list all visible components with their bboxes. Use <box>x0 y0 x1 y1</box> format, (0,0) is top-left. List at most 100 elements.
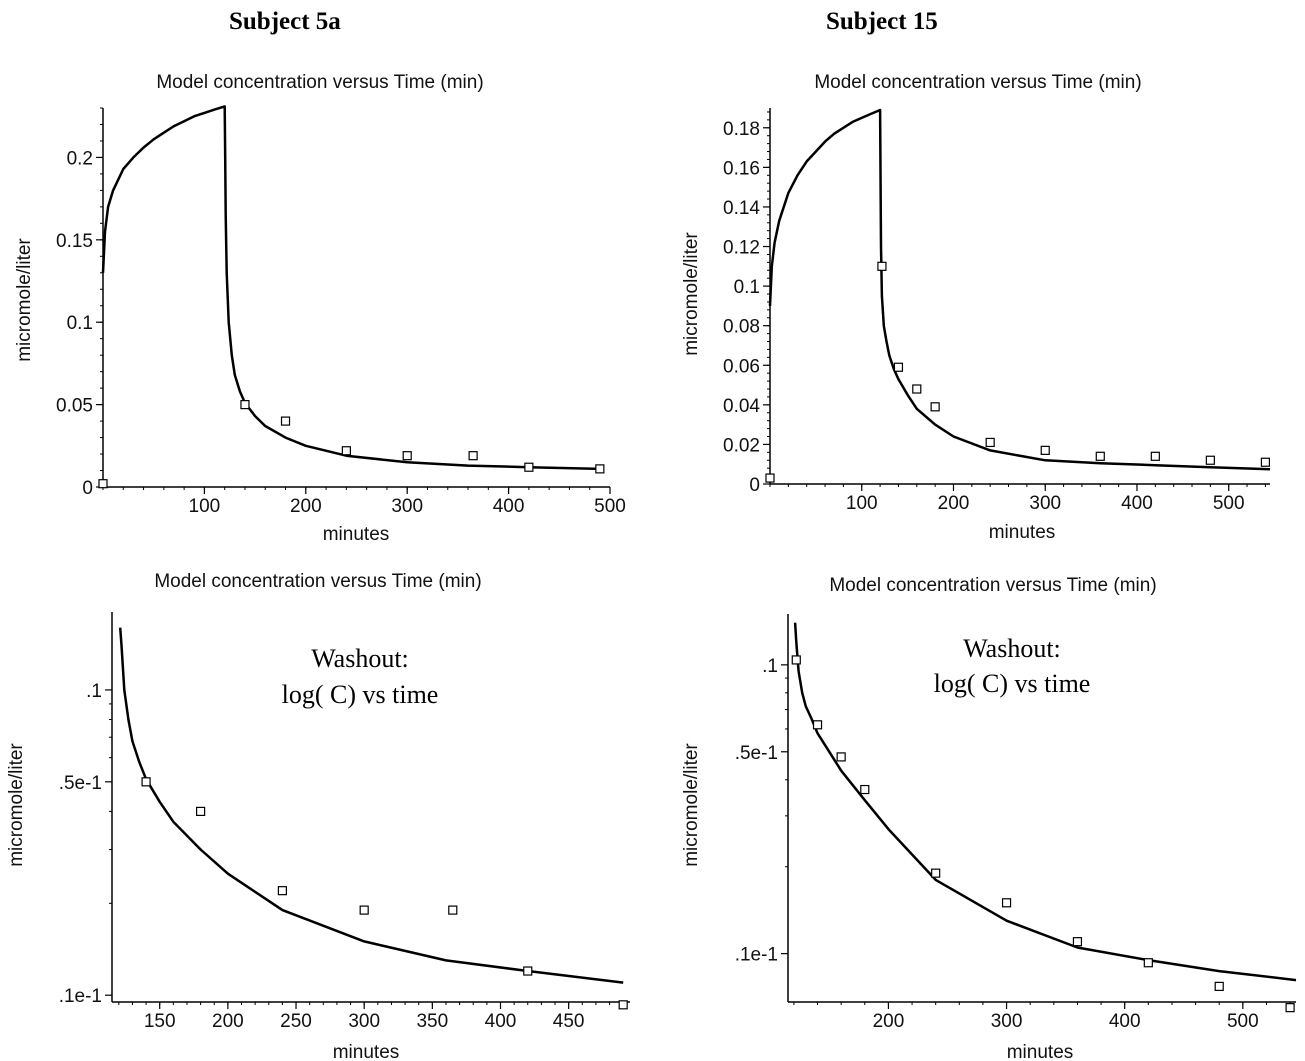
chart-3: Model concentration versus Time (min) min… <box>6 571 630 1061</box>
data-point <box>277 886 287 896</box>
chart-1: Model concentration versus Time (min) min… <box>14 72 626 545</box>
data-point <box>765 473 775 483</box>
data-point <box>1260 457 1271 467</box>
x-tick-label: 300 <box>391 496 423 517</box>
y-tick-label: .1e-1 <box>735 945 778 966</box>
x-tick-label: 450 <box>553 1011 585 1032</box>
x-tick-label: 500 <box>594 496 626 517</box>
y-tick-label: 0 <box>82 478 93 499</box>
y-tick-label: .1e-1 <box>59 986 102 1007</box>
y-tick-label: .5e-1 <box>59 773 102 794</box>
data-point <box>359 905 369 915</box>
x-tick-label: 400 <box>1121 493 1153 514</box>
x-tick-label: 400 <box>1109 1011 1141 1032</box>
data-point <box>1072 937 1083 947</box>
x-tick-label: 500 <box>1213 493 1245 514</box>
y-tick-label: .1 <box>762 656 778 677</box>
data-point <box>448 905 458 915</box>
data-point <box>1040 445 1050 455</box>
y-tick-label: 0.08 <box>723 317 760 338</box>
y-tick-label: 0.2 <box>67 148 93 169</box>
x-tick-label: 200 <box>290 496 322 517</box>
model-curve <box>101 105 600 471</box>
y-tick-label: 0.05 <box>56 396 93 417</box>
x-axis-label: minutes <box>333 1042 400 1061</box>
y-axis-label: micromole/liter <box>681 232 702 356</box>
annotation-line-2: log( C) vs time <box>934 669 1091 698</box>
x-tick-label: 350 <box>416 1011 448 1032</box>
chart-title: Model concentration versus Time (min) <box>829 575 1156 596</box>
data-point <box>1095 451 1105 461</box>
x-tick-label: 300 <box>348 1011 380 1032</box>
x-tick-label: 500 <box>1227 1011 1259 1032</box>
y-tick-label: 0.14 <box>723 198 760 219</box>
x-axis-label: minutes <box>323 524 390 545</box>
data-point <box>1285 1003 1295 1013</box>
x-tick-label: 150 <box>144 1011 176 1032</box>
data-point <box>893 362 904 372</box>
x-tick-label: 200 <box>938 493 970 514</box>
model-curve <box>768 108 1271 471</box>
data-point <box>877 261 887 271</box>
annotation-line-1: Washout: <box>311 644 409 673</box>
x-tick-label: 100 <box>189 496 221 517</box>
data-point <box>595 464 605 474</box>
data-point <box>196 806 206 817</box>
data-point <box>468 451 478 461</box>
data-point <box>1150 451 1160 461</box>
y-tick-label: 0.18 <box>723 119 760 140</box>
y-tick-label: 0.1 <box>67 313 93 334</box>
data-point <box>930 402 940 412</box>
model-curve <box>118 627 624 984</box>
chart-title: Model concentration versus Time (min) <box>814 72 1141 93</box>
data-point <box>524 462 534 472</box>
x-axis-label: minutes <box>989 522 1056 543</box>
data-point <box>141 777 151 787</box>
y-tick-label: 0.15 <box>56 231 93 252</box>
data-point <box>341 446 351 456</box>
data-point <box>280 416 291 426</box>
data-point <box>1001 898 1012 908</box>
x-tick-label: 250 <box>280 1011 312 1032</box>
x-axis-label: minutes <box>1007 1042 1074 1061</box>
y-tick-label: 0.1 <box>734 277 760 298</box>
y-tick-label: 0.06 <box>723 356 760 377</box>
model-curve <box>793 622 1297 982</box>
x-tick-label: 200 <box>873 1011 905 1032</box>
data-point <box>912 384 922 394</box>
data-point <box>1143 958 1153 968</box>
data-point <box>240 400 250 410</box>
x-tick-label: 300 <box>991 1011 1023 1032</box>
data-point <box>931 868 941 878</box>
chart-title: Model concentration versus Time (min) <box>156 72 483 93</box>
x-tick-label: 400 <box>485 1011 517 1032</box>
data-point <box>836 752 846 762</box>
y-tick-label: 0.16 <box>723 158 760 179</box>
data-point <box>860 784 870 795</box>
y-tick-label: 0.04 <box>723 396 760 417</box>
heading-subject-5a: Subject 5a <box>229 8 341 35</box>
chart-title: Model concentration versus Time (min) <box>154 571 481 592</box>
data-point <box>523 966 533 976</box>
data-point <box>791 655 801 665</box>
x-tick-label: 200 <box>212 1011 244 1032</box>
y-tick-label: 0 <box>749 475 760 496</box>
y-axis-label: micromole/liter <box>6 743 27 867</box>
y-axis-label: micromole/liter <box>681 743 702 867</box>
y-tick-label: .1 <box>86 681 102 702</box>
x-tick-label: 400 <box>493 496 525 517</box>
y-tick-label: .5e-1 <box>735 743 778 764</box>
heading-subject-15: Subject 15 <box>826 8 938 35</box>
data-point <box>812 720 823 730</box>
annotation-line-2: log( C) vs time <box>282 680 439 709</box>
data-point <box>618 1000 628 1010</box>
y-axis-label: micromole/liter <box>14 238 35 362</box>
chart-4: Model concentration versus Time (min) min… <box>681 575 1297 1061</box>
data-point <box>402 451 412 461</box>
y-tick-label: 0.12 <box>723 238 760 259</box>
annotation-line-1: Washout: <box>963 634 1061 663</box>
x-tick-label: 300 <box>1029 493 1061 514</box>
data-point <box>985 437 995 448</box>
data-point <box>1214 981 1224 992</box>
